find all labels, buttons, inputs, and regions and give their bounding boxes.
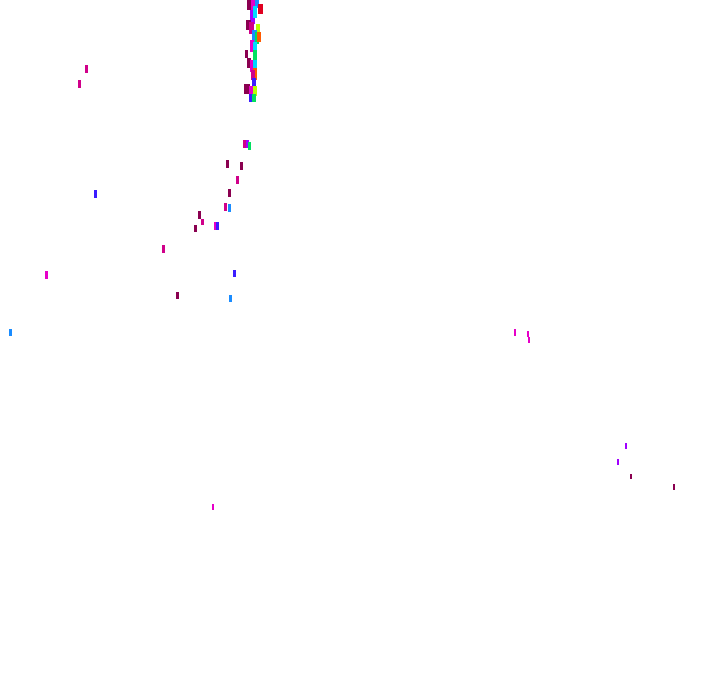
color-mark [246,20,251,30]
color-mark [243,140,247,148]
color-mark [248,142,251,150]
color-mark [250,40,254,52]
color-mark [252,30,257,42]
color-mark [258,4,263,14]
color-mark [253,68,257,80]
color-mark [226,160,229,168]
color-mark [249,94,253,102]
color-mark [673,484,675,490]
color-mark [528,337,530,343]
color-mark [250,60,255,72]
color-mark [240,162,243,170]
color-mark [247,58,251,68]
color-mark [198,211,201,219]
color-mark [514,329,516,336]
color-mark [253,60,257,72]
color-mark [229,295,232,302]
color-mark [255,0,259,8]
color-mark [212,504,214,510]
color-mark [45,271,48,279]
color-mark [617,459,619,465]
color-mark [194,225,197,232]
color-mark [249,86,253,98]
color-mark [249,22,254,34]
color-mark [253,86,257,96]
color-mark [244,84,250,94]
color-mark [94,190,97,198]
color-mark [214,222,217,230]
color-mark [85,65,88,73]
color-mark [250,10,255,24]
color-mark [527,331,529,337]
color-mark [78,80,81,88]
color-mark [162,245,165,253]
color-mark [233,270,236,277]
color-mark [253,42,257,52]
color-mark [9,329,12,336]
color-mark [236,176,239,184]
color-mark [228,204,231,212]
color-mark [245,50,248,58]
color-mark [228,189,231,197]
color-mark [201,219,204,225]
color-mark [246,140,249,148]
color-mark [252,94,256,102]
color-mark [625,443,627,449]
color-mark [251,70,255,80]
color-mark [630,474,632,479]
color-mark [247,0,251,10]
color-mark [252,78,256,86]
color-mark [256,24,260,34]
color-mark [253,50,257,60]
color-mark [216,222,219,230]
color-mark [257,32,261,42]
color-mark [176,292,179,299]
color-mark [224,203,227,211]
color-mark [253,6,257,18]
